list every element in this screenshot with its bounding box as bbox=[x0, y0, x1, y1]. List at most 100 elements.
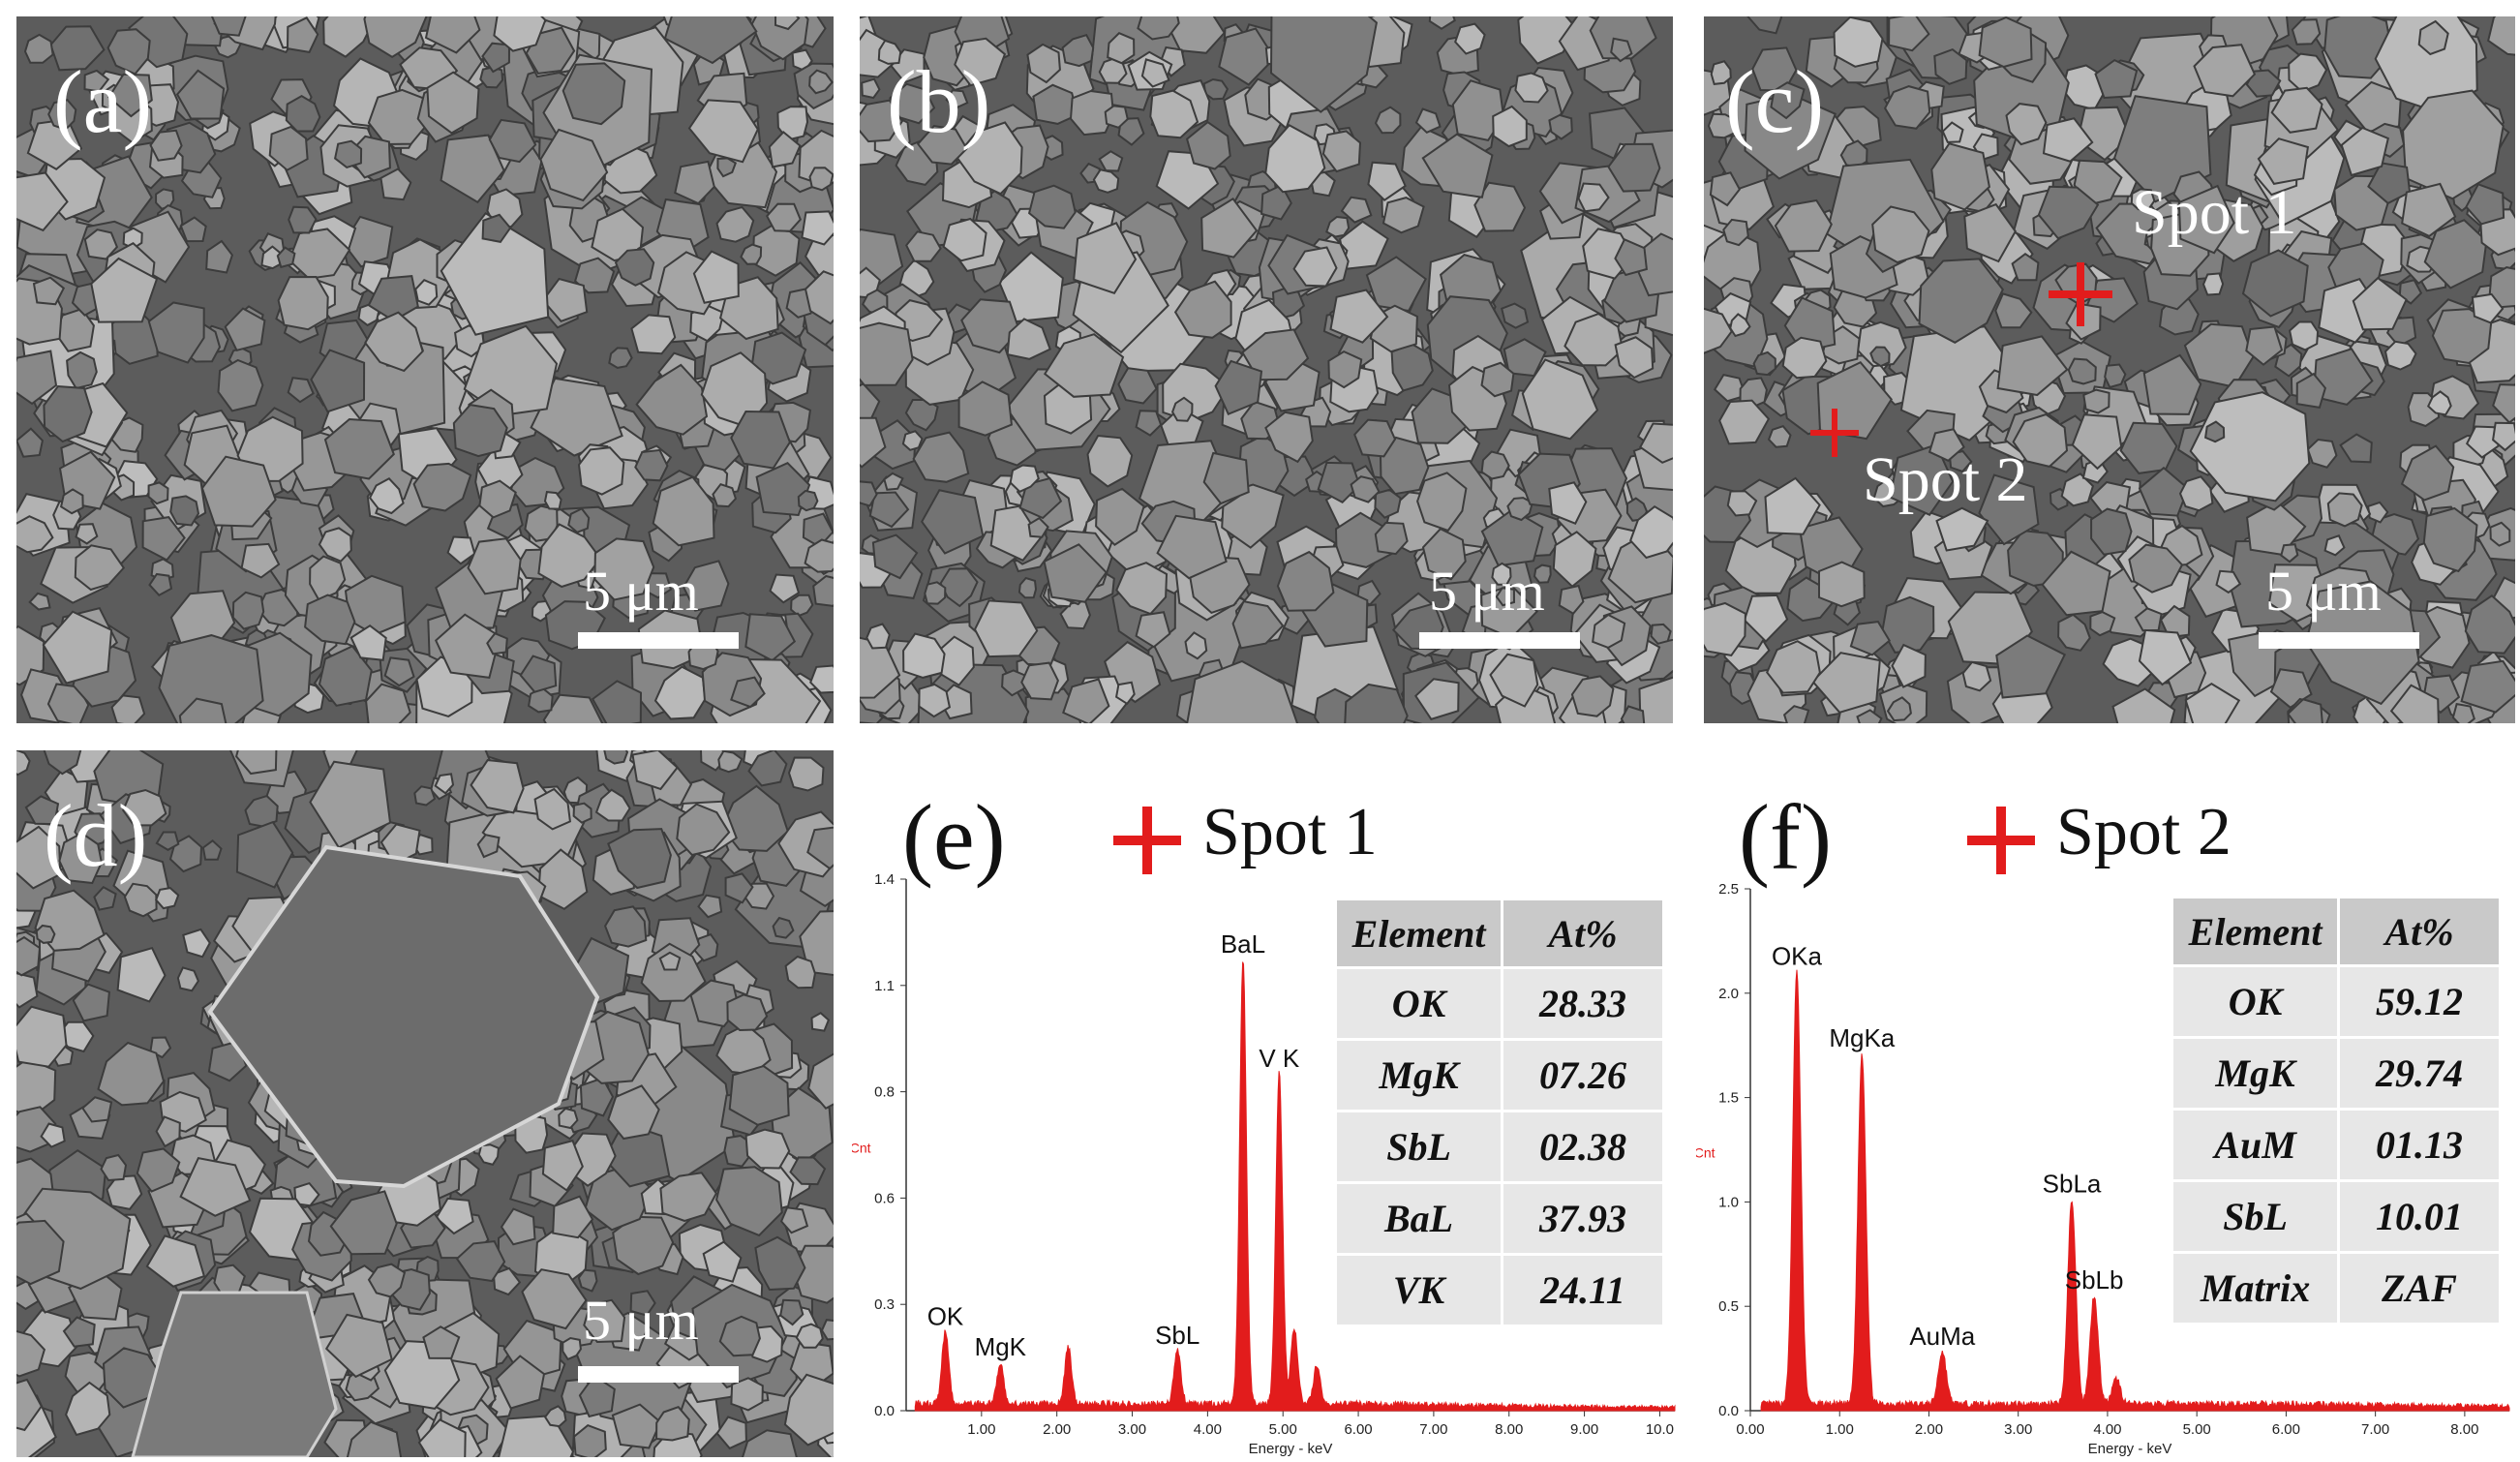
panel-label-b: (b) bbox=[887, 52, 991, 151]
table-row: MgK 29.74 bbox=[2170, 1036, 2502, 1111]
spot2-label: Spot 2 bbox=[1863, 444, 2028, 515]
table-cell: Matrix bbox=[2170, 1251, 2341, 1325]
table-row: OK 59.12 bbox=[2170, 964, 2502, 1039]
panel-label-c: (c) bbox=[1725, 52, 1825, 151]
table-row: BaL 37.93 bbox=[1333, 1181, 1665, 1256]
panel-label-f: (f) bbox=[1739, 785, 1832, 889]
peak-label: SbLa bbox=[2043, 1170, 2102, 1199]
table-cell: OK bbox=[2170, 964, 2341, 1039]
table-header-row: Element At% bbox=[2170, 896, 2502, 967]
peak-label: AuMa bbox=[1909, 1322, 1975, 1351]
table-cell: BaL bbox=[1333, 1181, 1504, 1256]
x-tick-label: 0.00 bbox=[1736, 1421, 1764, 1438]
sem-texture bbox=[16, 16, 834, 723]
x-tick-label: 4.00 bbox=[2093, 1421, 2121, 1438]
x-tick-label: 8.00 bbox=[2450, 1421, 2478, 1438]
x-tick-label: 7.00 bbox=[2361, 1421, 2389, 1438]
x-tick-label: 7.00 bbox=[1419, 1421, 1447, 1438]
peak-label: OKa bbox=[1772, 942, 1823, 971]
table-row: Matrix ZAF bbox=[2170, 1251, 2502, 1325]
spot2-legend-marker bbox=[1967, 807, 2035, 874]
x-tick-label: 6.00 bbox=[1344, 1421, 1372, 1438]
spot1-legend-marker bbox=[1113, 807, 1181, 874]
y-tick-label: 0.5 bbox=[1718, 1298, 1739, 1315]
scale-label-b: 5 μm bbox=[1429, 560, 1545, 623]
spot1-legend-label: Spot 1 bbox=[1202, 795, 1378, 869]
x-tick-label: 3.00 bbox=[1118, 1421, 1146, 1438]
y-tick-label: 0.8 bbox=[874, 1084, 895, 1101]
x-tick-label: 1.00 bbox=[1826, 1421, 1854, 1438]
table-cell: MgK bbox=[2170, 1036, 2341, 1111]
panel-label-e: (e) bbox=[902, 785, 1006, 889]
spot2-marker bbox=[1810, 409, 1859, 457]
scale-label-c: 5 μm bbox=[2265, 560, 2382, 623]
x-tick-label: 9.00 bbox=[1570, 1421, 1598, 1438]
table-row: MgK 07.26 bbox=[1333, 1038, 1665, 1112]
sem-panel-a: (a) 5 μm bbox=[16, 16, 834, 723]
table-header-cell: Element bbox=[2170, 896, 2341, 967]
x-tick-label: 10.0 bbox=[1646, 1421, 1674, 1438]
y-tick-label: 0.0 bbox=[1718, 1403, 1739, 1419]
scale-label-a: 5 μm bbox=[583, 560, 699, 623]
table-cell: 01.13 bbox=[2337, 1108, 2502, 1182]
peak-label: SbLb bbox=[2065, 1265, 2124, 1294]
x-tick-label: 3.00 bbox=[2004, 1421, 2032, 1438]
y-tick-label: 1.0 bbox=[1718, 1194, 1739, 1210]
x-axis-title: Energy - keV bbox=[1249, 1441, 1333, 1457]
table-cell: 24.11 bbox=[1501, 1253, 1665, 1327]
table-row: VK 24.11 bbox=[1333, 1253, 1665, 1327]
table-header-row: Element At% bbox=[1333, 898, 1665, 969]
y-tick-label: 0.6 bbox=[874, 1190, 895, 1206]
y-axis-title: KCnt bbox=[1696, 1145, 1715, 1161]
peak-label: OK bbox=[927, 1301, 964, 1330]
table-cell: 28.33 bbox=[1501, 966, 1665, 1041]
table-cell: 07.26 bbox=[1501, 1038, 1665, 1112]
scale-bar-b bbox=[1419, 632, 1580, 649]
x-tick-label: 1.00 bbox=[967, 1421, 995, 1438]
x-tick-label: 6.00 bbox=[2272, 1421, 2300, 1438]
eds-panel-e: (e) Spot 1 0.0 0.3 0.6 0.8 1.1 1.4 1.00 2.00 3.0… bbox=[852, 750, 1685, 1462]
peak-label: MgKa bbox=[1829, 1023, 1895, 1052]
spectrum-series bbox=[1760, 969, 2510, 1412]
spot2-legend-label: Spot 2 bbox=[2056, 795, 2232, 869]
x-tick-label: 8.00 bbox=[1495, 1421, 1523, 1438]
y-tick-label: 2.0 bbox=[1718, 986, 1739, 1002]
eds-panel-f: (f) Spot 2 0.0 0.5 1.0 1.5 2.0 2.5 0.00 1.00 2.0… bbox=[1696, 750, 2520, 1462]
sem-texture bbox=[16, 750, 834, 1457]
table-header-cell: At% bbox=[2337, 896, 2502, 967]
y-tick-label: 1.1 bbox=[874, 978, 895, 994]
scale-bar-c bbox=[2259, 632, 2419, 649]
y-axis-title: KCnt bbox=[852, 1141, 871, 1156]
scale-label-d: 5 μm bbox=[583, 1289, 699, 1352]
x-axis-title: Energy - keV bbox=[2088, 1441, 2172, 1457]
table-cell: MgK bbox=[1333, 1038, 1504, 1112]
sem-panel-b: (b) 5 μm bbox=[860, 16, 1673, 723]
table-cell: 02.38 bbox=[1501, 1110, 1665, 1184]
table-cell: 59.12 bbox=[2337, 964, 2502, 1039]
y-tick-label: 2.5 bbox=[1718, 881, 1739, 898]
x-tick-label: 4.00 bbox=[1194, 1421, 1222, 1438]
y-tick-label: 1.5 bbox=[1718, 1090, 1739, 1107]
composition-table-f: Element At% OK 59.12 MgK 29.74 AuM 01.13 SbL 10.0… bbox=[2170, 896, 2502, 1325]
y-tick-label: 1.4 bbox=[874, 871, 895, 888]
spectrum-series bbox=[914, 961, 1676, 1412]
scale-bar-d bbox=[578, 1366, 739, 1383]
table-row: SbL 10.01 bbox=[2170, 1179, 2502, 1254]
table-row: OK 28.33 bbox=[1333, 966, 1665, 1041]
spot1-label: Spot 1 bbox=[2132, 177, 2297, 248]
eds-spectrum-f: 0.0 0.5 1.0 1.5 2.0 2.5 0.00 1.00 2.00 3.00 4.00 5.… bbox=[1696, 881, 2510, 1457]
table-cell: ZAF bbox=[2337, 1251, 2502, 1325]
table-cell: SbL bbox=[2170, 1179, 2341, 1254]
x-tick-label: 5.00 bbox=[1269, 1421, 1297, 1438]
table-cell: AuM bbox=[2170, 1108, 2341, 1182]
x-tick-label: 5.00 bbox=[2183, 1421, 2211, 1438]
panel-label-a: (a) bbox=[53, 52, 153, 151]
table-row: SbL 02.38 bbox=[1333, 1110, 1665, 1184]
peak-label: SbL bbox=[1155, 1321, 1199, 1350]
peak-label: MgK bbox=[975, 1332, 1027, 1361]
table-header-cell: Element bbox=[1333, 898, 1504, 969]
table-header-cell: At% bbox=[1501, 898, 1665, 969]
sem-panel-d: (d) 5 μm bbox=[16, 750, 834, 1457]
table-cell: SbL bbox=[1333, 1110, 1504, 1184]
table-cell: 10.01 bbox=[2337, 1179, 2502, 1254]
